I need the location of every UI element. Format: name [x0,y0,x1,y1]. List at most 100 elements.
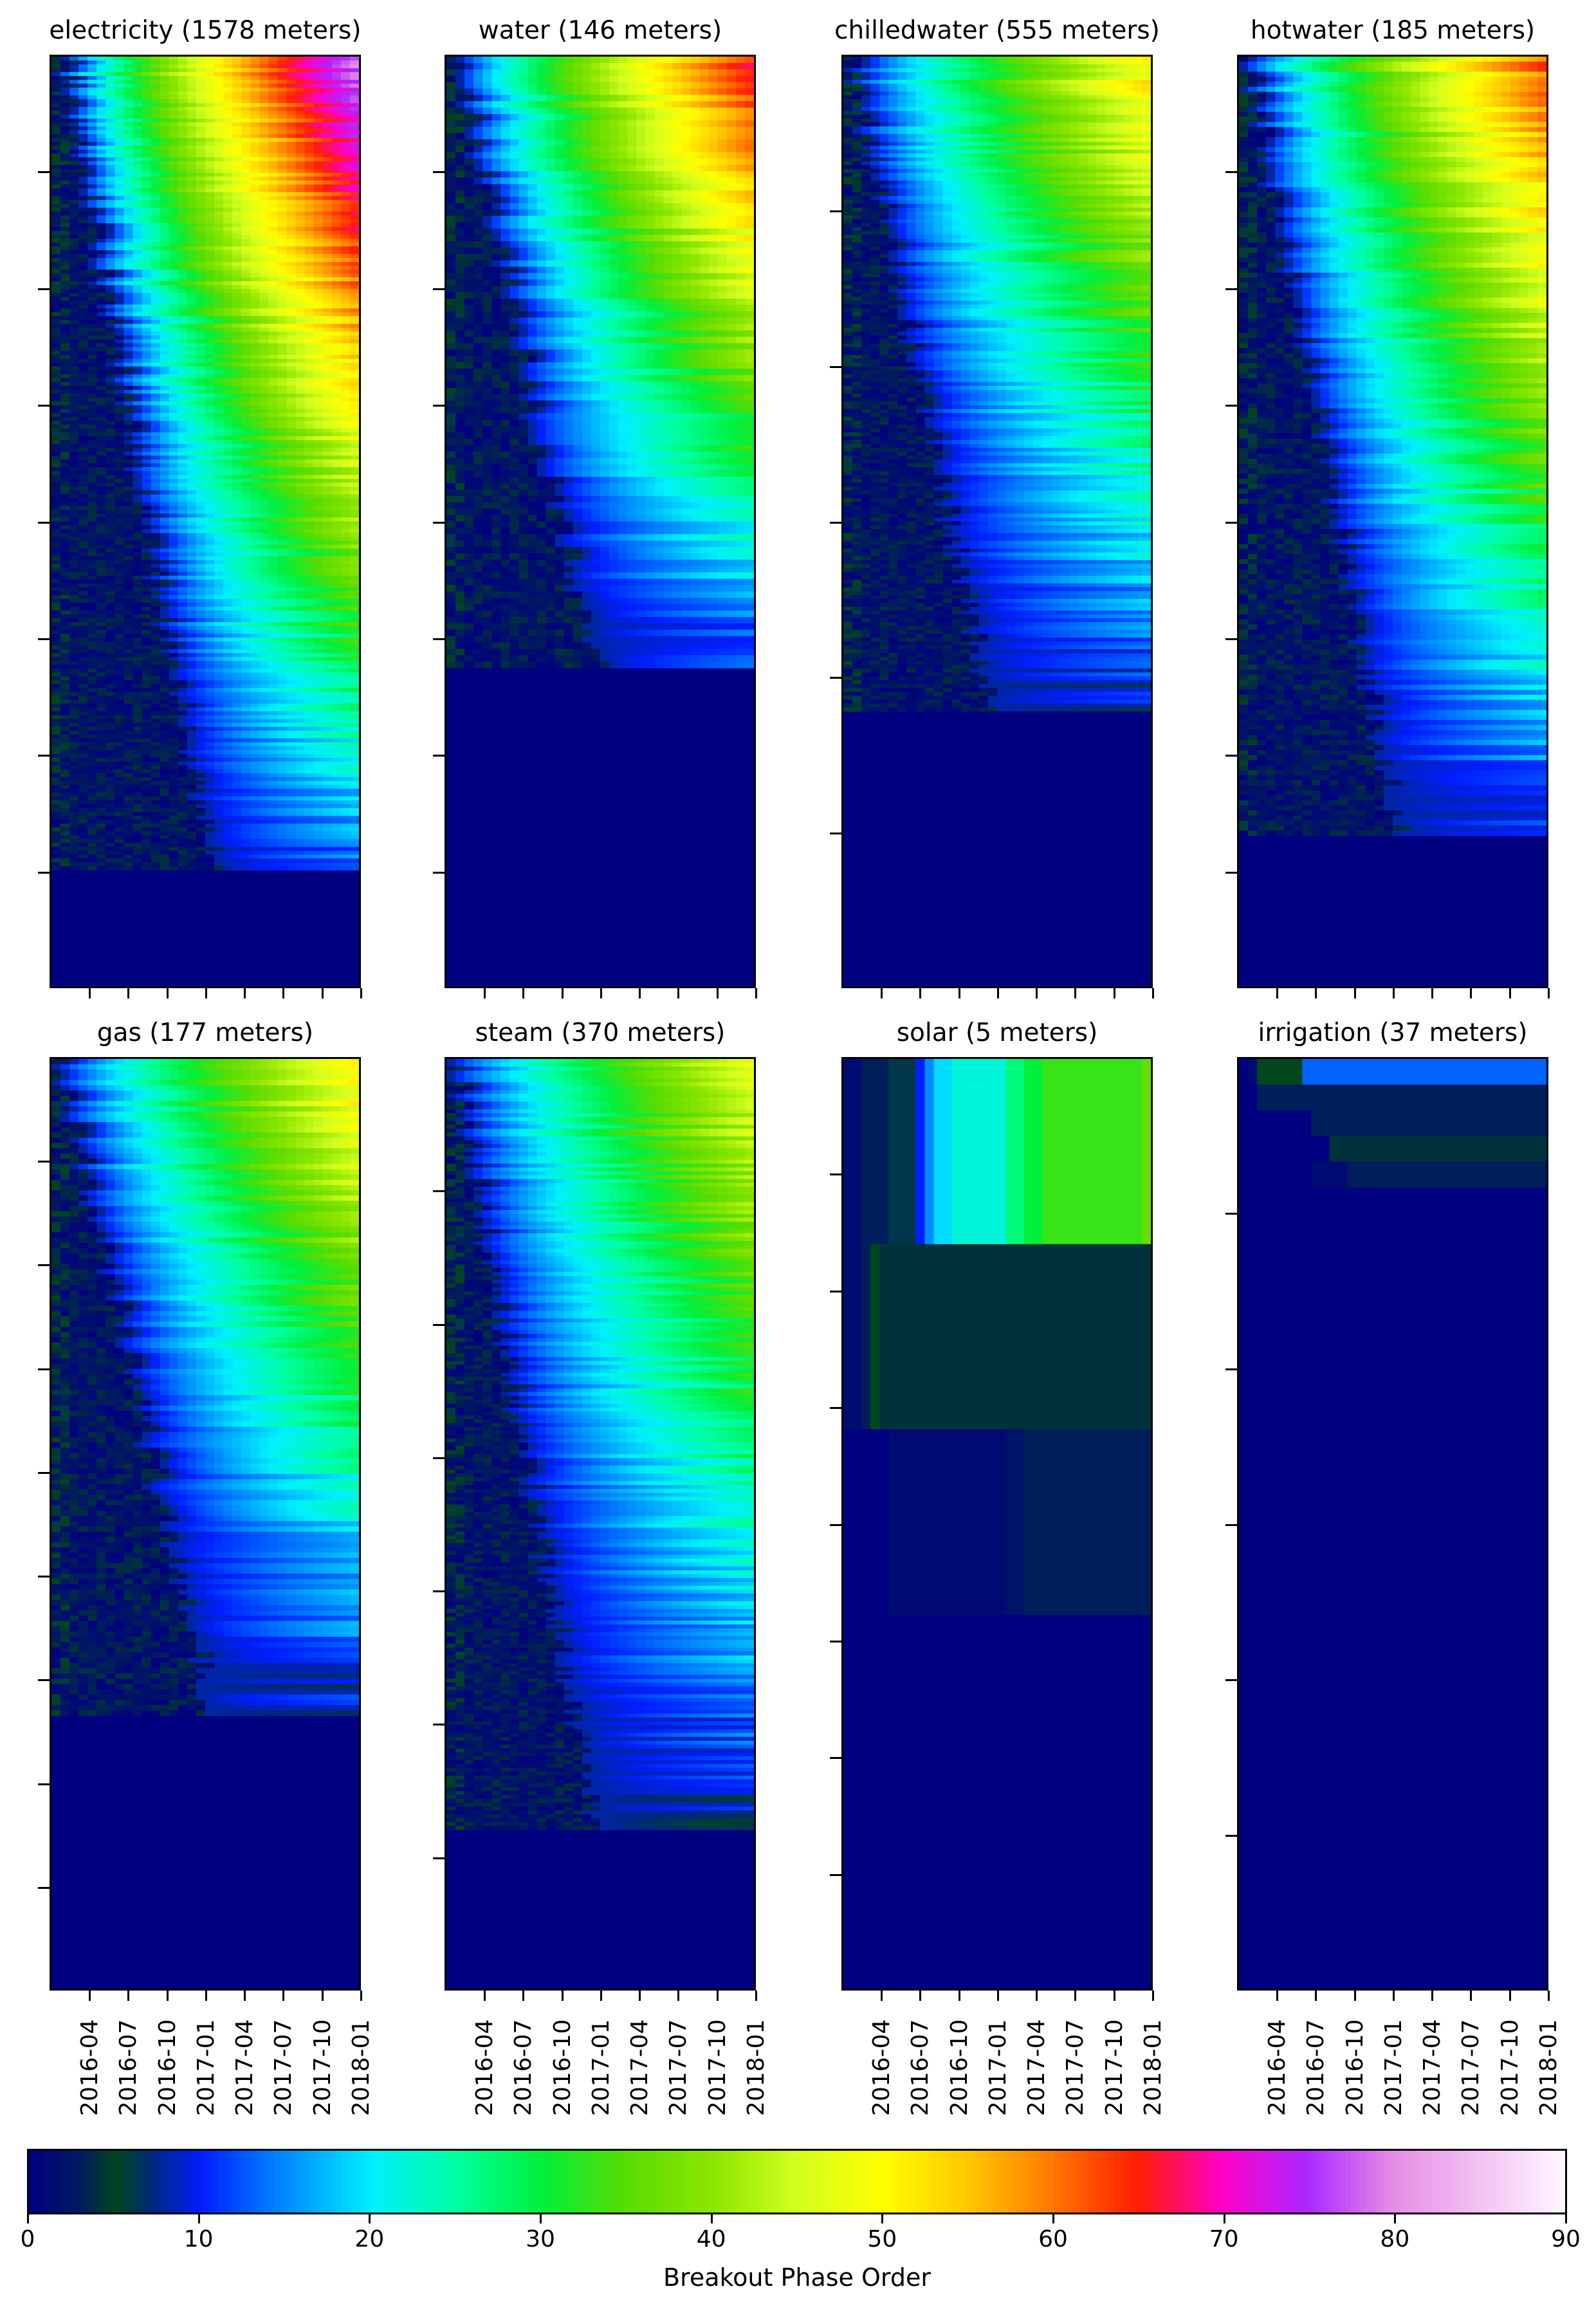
heatmap-cell [250,243,260,247]
heatmap-cell [69,622,79,627]
heatmap-cell [178,115,188,119]
heatmap-cell [151,60,161,65]
heatmap-cell [286,230,297,235]
heatmap-cell [78,72,88,77]
heatmap-cell [205,540,215,546]
heatmap-cell [250,184,260,189]
heatmap-cell [142,416,152,421]
heatmap-cell [304,510,315,515]
heatmap-cell [115,258,125,262]
heatmap-cell [151,95,161,100]
heatmap-cell [250,297,260,301]
heatmap-cell [178,583,188,588]
heatmap-cell [259,122,270,127]
heatmap-cell [250,397,260,402]
heatmap-cell [322,180,333,185]
heatmap-cell [241,452,251,456]
heatmap-cell [349,327,359,333]
heatmap-cell [340,316,351,321]
heatmap-cell [331,126,342,131]
heatmap-cell [151,297,161,301]
heatmap-cell [205,285,215,290]
heatmap-cell [232,467,242,472]
heatmap-cell [105,374,116,379]
heatmap-cell [96,622,106,627]
heatmap-cell [78,358,88,363]
heatmap-cell [214,64,224,69]
heatmap-cell [142,529,152,534]
heatmap-cell [331,513,342,519]
heatmap-cell [241,610,251,615]
heatmap-cell [133,324,143,329]
heatmap-cell [304,118,315,123]
heatmap-cell [142,234,152,239]
heatmap-cell [268,161,279,166]
heatmap-cell [187,459,197,464]
heatmap-cell [250,502,260,507]
heatmap-cell [160,122,170,127]
heatmap-cell [142,428,152,433]
heatmap-cell [105,598,116,603]
heatmap-cell [304,304,315,309]
heatmap-cell [51,409,61,414]
heatmap-cell [187,374,197,379]
heatmap-cell [268,196,279,201]
heatmap-cell [277,362,288,367]
heatmap-cell [160,548,170,553]
heatmap-cell [295,238,306,243]
heatmap-cell [214,277,224,282]
heatmap-cell [250,84,260,88]
heatmap-cell [196,389,206,394]
heatmap-cell [232,262,242,266]
heatmap-cell [223,517,233,522]
heatmap-cell [69,540,79,546]
heatmap-cell [142,420,152,425]
heatmap-cell [223,494,233,499]
heatmap-cell [96,494,106,499]
heatmap-cell [87,389,97,394]
heatmap-cell [69,475,79,479]
heatmap-cell [223,273,233,278]
heatmap-cell [169,254,179,259]
heatmap-cell [169,199,179,205]
heatmap-cell [60,254,70,259]
heatmap-cell [286,517,297,522]
heatmap-cell [187,622,197,627]
heatmap-cell [205,169,215,174]
heatmap-cell [304,203,315,208]
heatmap-cell [250,544,260,549]
heatmap-cell [124,184,134,189]
heatmap-cell [196,490,206,495]
heatmap-cell [51,308,61,313]
heatmap-cell [205,312,215,317]
heatmap-cell [331,273,342,278]
heatmap-cell [187,494,197,499]
heatmap-cell [78,370,88,375]
heatmap-cell [133,80,143,84]
heatmap-cell [60,374,70,379]
heatmap-cell [232,266,242,270]
heatmap-cell [223,483,233,487]
heatmap-cell [151,571,161,576]
heatmap-cell [169,374,179,379]
heatmap-cell [151,226,161,232]
heatmap-cell [340,452,351,456]
heatmap-cell [151,358,161,363]
heatmap-cell [295,316,306,321]
heatmap-cell [295,243,306,247]
heatmap-cell [232,416,242,421]
heatmap-cell [322,362,333,367]
heatmap-cell [142,436,152,441]
heatmap-cell [241,405,251,410]
heatmap-cell [286,324,297,329]
heatmap-cell [133,149,143,154]
heatmap-cell [331,211,342,216]
heatmap-cell [295,145,306,151]
heatmap-cell [295,300,306,305]
heatmap-cell [286,157,297,162]
heatmap-cell [196,347,206,352]
heatmap-cell [187,517,197,522]
heatmap-cell [115,401,125,406]
heatmap-cell [151,378,161,383]
heatmap-cell [205,138,215,143]
